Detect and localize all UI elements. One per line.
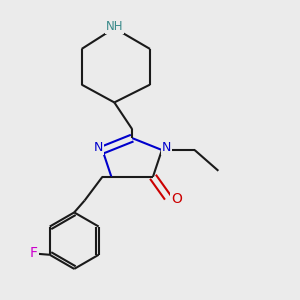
Text: N: N xyxy=(162,140,171,154)
Text: N: N xyxy=(93,140,103,154)
Text: O: O xyxy=(171,192,182,206)
Text: NH: NH xyxy=(106,20,123,33)
Text: F: F xyxy=(29,246,38,260)
